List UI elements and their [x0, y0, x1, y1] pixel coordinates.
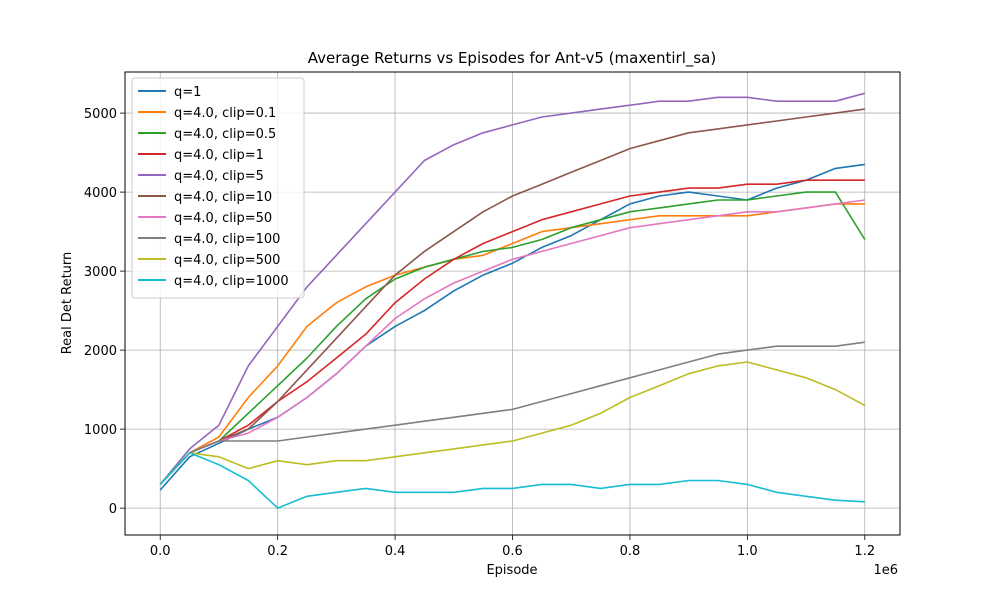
y-tick-label: 1000	[84, 423, 117, 438]
chart-title: Average Returns vs Episodes for Ant-v5 (…	[308, 49, 716, 68]
legend-label: q=4.0, clip=0.5	[174, 127, 276, 142]
x-tick-label: 0.4	[385, 544, 406, 559]
y-tick-label: 2000	[84, 344, 117, 359]
series-layer	[159, 92, 866, 509]
legend-label: q=4.0, clip=5	[174, 169, 264, 184]
legend-label: q=4.0, clip=1	[174, 148, 264, 163]
legend-label: q=4.0, clip=500	[174, 253, 280, 268]
series-line-3	[159, 191, 866, 485]
legend: q=1 q=4.0, clip=0.1 q=4.0, clip=0.5 q=4.0, …	[131, 77, 305, 299]
legend-label: q=4.0, clip=0.1	[174, 106, 276, 121]
y-tick-label: 4000	[84, 186, 117, 201]
y-axis: 0 1000 2000 3000 4000 5000	[84, 107, 125, 517]
legend-label: q=4.0, clip=100	[174, 232, 280, 247]
y-tick-label: 3000	[84, 265, 117, 280]
y-tick-label: 5000	[84, 107, 117, 122]
series-line-6	[159, 108, 865, 485]
legend-box	[131, 77, 305, 299]
series-line-5	[159, 92, 866, 485]
legend-label: q=4.0, clip=50	[174, 211, 272, 226]
series-line-7	[159, 199, 865, 485]
series-line-8	[159, 341, 865, 485]
x-axis: 0.0 0.2 0.4 0.6 0.8 1.0 1.2	[150, 535, 875, 559]
series-line-10	[159, 452, 865, 509]
x-axis-offset: 1e6	[873, 563, 898, 578]
x-tick-label: 0.0	[150, 544, 171, 559]
legend-label: q=1	[174, 85, 201, 100]
x-tick-label: 1.0	[737, 544, 758, 559]
x-tick-label: 0.6	[502, 544, 523, 559]
x-axis-label: Episode	[486, 563, 537, 578]
legend-label: q=4.0, clip=10	[174, 190, 272, 205]
series-line-2	[159, 203, 865, 485]
x-tick-label: 1.2	[854, 544, 875, 559]
legend-label: q=4.0, clip=1000	[174, 274, 289, 289]
series-line-9	[159, 361, 866, 485]
y-axis-label: Real Det Return	[60, 252, 75, 355]
y-tick-label: 0	[109, 502, 117, 517]
x-tick-label: 0.2	[267, 544, 288, 559]
x-tick-label: 0.8	[620, 544, 641, 559]
